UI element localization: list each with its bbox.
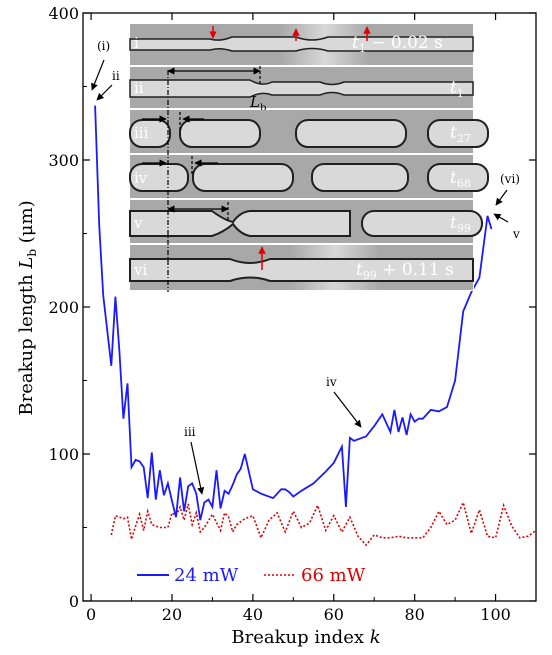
annotation-label-vi: (vi) [500, 172, 520, 186]
legend: 24 mW 66 mW [137, 565, 366, 586]
inset-row-numeral: vi [133, 261, 147, 279]
x-axis-ticks: 0 20 40 60 80 100 [86, 13, 537, 624]
annotation-label-iv: iv [326, 375, 337, 389]
inset-row-iii [129, 110, 489, 153]
y-tick-label: 300 [48, 151, 79, 170]
annotation-arrow-iv [333, 391, 362, 428]
annotation-arrow-i [91, 59, 105, 91]
point-annotations: (i) ii iii iv (vi) v [91, 39, 520, 495]
y-axis-label: Breakup length Lb (μm) [16, 200, 39, 415]
annotation-label-i: (i) [97, 39, 110, 53]
x-tick-label: 40 [243, 605, 263, 624]
annotation-label-v: v [512, 227, 520, 241]
inset-time-label: t99 [450, 213, 471, 235]
annotation-arrow-vi [495, 189, 508, 206]
annotation-arrow-iii [190, 441, 205, 495]
y-tick-label: 100 [48, 445, 79, 464]
inset-row-labels: i t1 − 0.02 s ii t1 iii t27 iv t68 v t99 vi t99 + 0… [133, 33, 471, 282]
y-tick-label: 400 [48, 4, 79, 23]
series-line-24mw [94, 105, 493, 521]
x-tick-label: 20 [162, 605, 182, 624]
annotation-label-iii: iii [184, 425, 196, 439]
annotation-arrow-ii [96, 84, 113, 101]
inset-row-vi [129, 245, 474, 290]
x-tick-label: 0 [86, 605, 96, 624]
inset-time-label: t99 + 0.11 s [356, 260, 454, 282]
inset-row-iv [129, 155, 489, 198]
inset-row-numeral: v [133, 214, 143, 232]
inset-row-numeral: iv [134, 169, 148, 187]
inset-row-numeral: i [134, 34, 139, 52]
annotation-label-ii: ii [112, 69, 120, 83]
inset-row-numeral: iii [134, 124, 149, 142]
inset-time-label: t1 − 0.02 s [352, 33, 443, 55]
inset-time-label: t68 [450, 168, 471, 190]
y-tick-label: 0 [69, 592, 79, 611]
inset-row-ii: Lb [129, 66, 474, 114]
x-axis-label: Breakup index k [231, 627, 380, 648]
inset-time-label: t27 [450, 123, 471, 145]
svg-text:Lb: Lb [249, 93, 266, 114]
inset-row-v [129, 200, 483, 243]
inset-time-label: t1 [450, 78, 464, 100]
legend-label-66mw: 66 mW [301, 565, 366, 586]
inset-row-numeral: ii [134, 79, 144, 97]
legend-label-24mw: 24 mW [174, 565, 239, 586]
inset-image-panel: Lb [129, 23, 489, 292]
x-tick-label: 60 [324, 605, 344, 624]
annotation-arrow-v [493, 213, 509, 223]
inset-row-i [129, 24, 474, 65]
x-tick-label: 80 [404, 605, 424, 624]
y-axis-ticks: 0 100 200 300 400 [48, 4, 536, 611]
y-tick-label: 200 [48, 298, 79, 317]
x-tick-label: 100 [480, 605, 511, 624]
